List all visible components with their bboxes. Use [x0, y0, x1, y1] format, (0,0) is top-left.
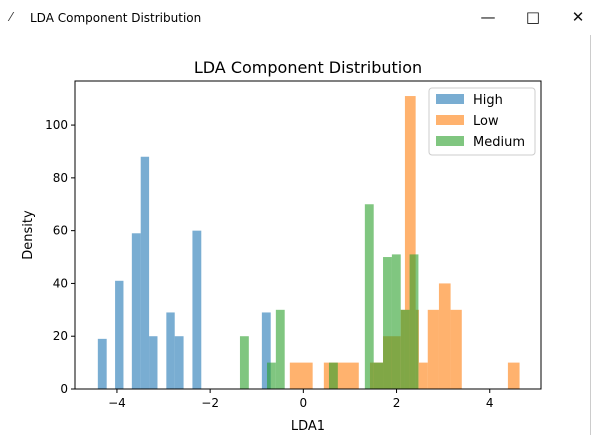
- bar-high: [166, 312, 175, 389]
- bar-low: [438, 283, 451, 389]
- window-title: LDA Component Distribution: [30, 11, 202, 25]
- legend-swatch-low: [436, 115, 464, 125]
- bar-low: [450, 309, 462, 389]
- bar-medium: [266, 362, 276, 389]
- bar-medium: [383, 257, 392, 389]
- legend-swatch-high: [436, 94, 464, 104]
- title-bar: ⁄ LDA Component Distribution — □ ✕: [0, 0, 605, 34]
- legend-swatch-medium: [436, 136, 464, 146]
- y-tick-label: 0: [60, 382, 68, 396]
- bar-high: [174, 336, 184, 389]
- bar-medium: [364, 204, 374, 389]
- bar-high: [192, 230, 202, 389]
- bar-medium: [409, 254, 419, 389]
- maximize-button[interactable]: □: [525, 8, 541, 26]
- x-tick-label: 4: [486, 396, 494, 410]
- bar-low: [507, 362, 520, 389]
- bar-high: [149, 336, 158, 389]
- figure-canvas: −4 −2 0 2 4 0 20 40 60 80 100 LDA Component Distri…: [0, 35, 591, 435]
- bar-high: [115, 280, 124, 389]
- legend: High Low Medium: [428, 87, 536, 156]
- bar-high: [140, 156, 150, 389]
- bar-medium: [391, 254, 401, 389]
- close-button[interactable]: ✕: [571, 8, 585, 26]
- x-tick-label: −2: [201, 396, 219, 410]
- legend-label: High: [473, 93, 503, 108]
- bar-low: [289, 362, 313, 389]
- x-tick-label: 0: [300, 396, 308, 410]
- bar-high: [261, 312, 271, 389]
- y-tick-label: 20: [53, 329, 68, 343]
- x-axis-label: LDA1: [291, 419, 325, 434]
- y-tick-label: 40: [53, 276, 68, 290]
- minimize-button[interactable]: —: [480, 8, 496, 26]
- bar-medium: [328, 362, 338, 389]
- y-tick-label: 60: [53, 224, 68, 238]
- feather-icon: ⁄: [10, 10, 13, 24]
- bar-high: [97, 338, 107, 389]
- bar-high: [131, 233, 141, 389]
- legend-label: Low: [473, 114, 499, 129]
- y-tick-label: 80: [53, 171, 68, 185]
- bar-medium: [239, 336, 249, 389]
- axes-frame: [74, 80, 542, 390]
- chart-title: LDA Component Distribution: [194, 58, 422, 77]
- y-axis-label: Density: [21, 210, 36, 260]
- bar-low: [404, 96, 416, 389]
- bar-low: [427, 309, 439, 389]
- bar-medium: [400, 309, 410, 389]
- bar-low: [418, 362, 428, 389]
- legend-label: Medium: [473, 135, 525, 150]
- bar-medium: [275, 309, 285, 389]
- x-tick-label: 2: [393, 396, 401, 410]
- y-tick-label: 100: [45, 118, 68, 132]
- x-tick-label: −4: [108, 396, 126, 410]
- bar-medium: [373, 362, 384, 389]
